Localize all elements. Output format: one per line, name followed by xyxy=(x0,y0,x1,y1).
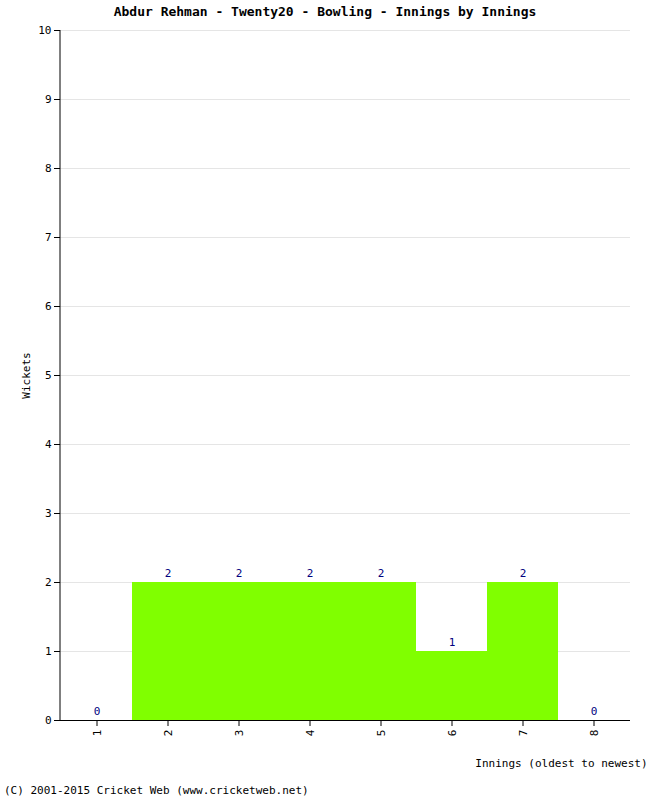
svg-text:1: 1 xyxy=(45,645,52,658)
svg-text:8: 8 xyxy=(45,162,52,175)
svg-text:Innings (oldest to newest): Innings (oldest to newest) xyxy=(475,757,647,770)
svg-text:4: 4 xyxy=(45,438,52,451)
svg-text:6: 6 xyxy=(45,300,52,313)
html-text:(C) 2001-2015 Cricket Web (www: (C) 2001-2015 Cricket Web (www.cricketwe… xyxy=(4,784,309,797)
svg-text:8: 8 xyxy=(588,730,601,737)
svg-text:2: 2 xyxy=(165,567,172,580)
svg-text:0: 0 xyxy=(45,714,52,727)
svg-text:3: 3 xyxy=(45,507,52,520)
svg-text:9: 9 xyxy=(45,93,52,106)
svg-text:2: 2 xyxy=(378,567,385,580)
svg-text:2: 2 xyxy=(236,567,243,580)
svg-text:5: 5 xyxy=(45,369,52,382)
svg-text:3: 3 xyxy=(233,730,246,737)
svg-text:1: 1 xyxy=(449,636,456,649)
svg-text:0: 0 xyxy=(94,705,101,718)
svg-text:2: 2 xyxy=(162,730,175,737)
svg-text:1: 1 xyxy=(91,730,104,737)
svg-text:5: 5 xyxy=(375,730,388,737)
svg-text:6: 6 xyxy=(446,730,459,737)
svg-text:7: 7 xyxy=(517,730,530,737)
svg-text:2: 2 xyxy=(520,567,527,580)
svg-text:4: 4 xyxy=(304,729,317,736)
svg-text:2: 2 xyxy=(307,567,314,580)
svg-text:0: 0 xyxy=(591,705,598,718)
svg-text:2: 2 xyxy=(45,576,52,589)
svg-text:10: 10 xyxy=(38,24,51,37)
html-text:Abdur Rehman - Twenty20 - Bowl: Abdur Rehman - Twenty20 - Bowling - Inni… xyxy=(113,4,537,19)
svg-text:Wickets: Wickets xyxy=(20,352,33,398)
svg-text:7: 7 xyxy=(45,231,52,244)
